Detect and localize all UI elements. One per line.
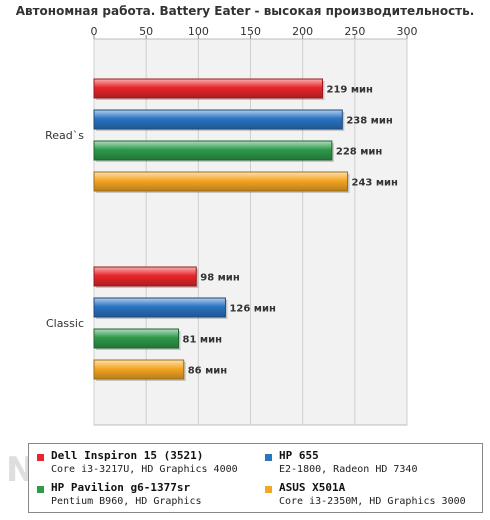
category-label: Read`s — [45, 129, 84, 142]
x-tick-label: 250 — [344, 25, 365, 38]
bar-value-label: 228 мин — [336, 147, 383, 158]
bar — [93, 171, 349, 192]
bar-value-label: 81 мин — [183, 335, 223, 346]
x-tick-label: 100 — [188, 25, 209, 38]
bar — [93, 297, 226, 318]
x-tick-label: 150 — [240, 25, 261, 38]
bar-value-label: 238 мин — [346, 116, 393, 127]
category-label: Classic — [46, 317, 84, 330]
legend: Dell Inspiron 15 (3521) Core i3-3217U, HD… — [28, 443, 483, 513]
bar — [93, 78, 323, 99]
bar — [93, 359, 185, 380]
legend-swatch — [37, 454, 44, 461]
chart-title: Автономная работа. Battery Eater - высок… — [15, 4, 475, 18]
bar-chart: 0 50 100 150 200 250 300 219 мин 238 мин 228 мин… — [45, 25, 418, 426]
legend-series-description: Pentium B960, HD Graphics — [51, 496, 202, 507]
legend-series-name: HP 655 — [279, 449, 319, 462]
bar-value-label: 126 мин — [229, 304, 276, 315]
legend-series-name: ASUS X501A — [279, 481, 346, 494]
legend-swatch — [265, 486, 272, 493]
bar-value-label: 219 мин — [326, 85, 373, 96]
legend-series-description: Core i3-2350M, HD Graphics 3000 — [279, 496, 466, 507]
legend-series-description: E2-1800, Radeon HD 7340 — [279, 464, 418, 475]
legend-series-name: Dell Inspiron 15 (3521) — [51, 449, 204, 462]
legend-swatch — [37, 486, 44, 493]
x-tick-label: 50 — [139, 25, 153, 38]
bar — [93, 140, 333, 161]
bar-value-label: 243 мин — [352, 178, 399, 189]
x-tick-label: 0 — [91, 25, 98, 38]
bar — [93, 328, 180, 349]
x-tick-label: 200 — [292, 25, 313, 38]
bar-value-label: 98 мин — [200, 273, 240, 284]
bar — [93, 266, 197, 287]
legend-series-description: Core i3-3217U, HD Graphics 4000 — [51, 464, 238, 475]
legend-swatch — [265, 454, 272, 461]
bar — [93, 109, 343, 130]
x-tick-label: 300 — [397, 25, 418, 38]
legend-series-name: HP Pavilion g6-1377sr — [51, 481, 191, 494]
bar-value-label: 86 мин — [188, 366, 228, 377]
